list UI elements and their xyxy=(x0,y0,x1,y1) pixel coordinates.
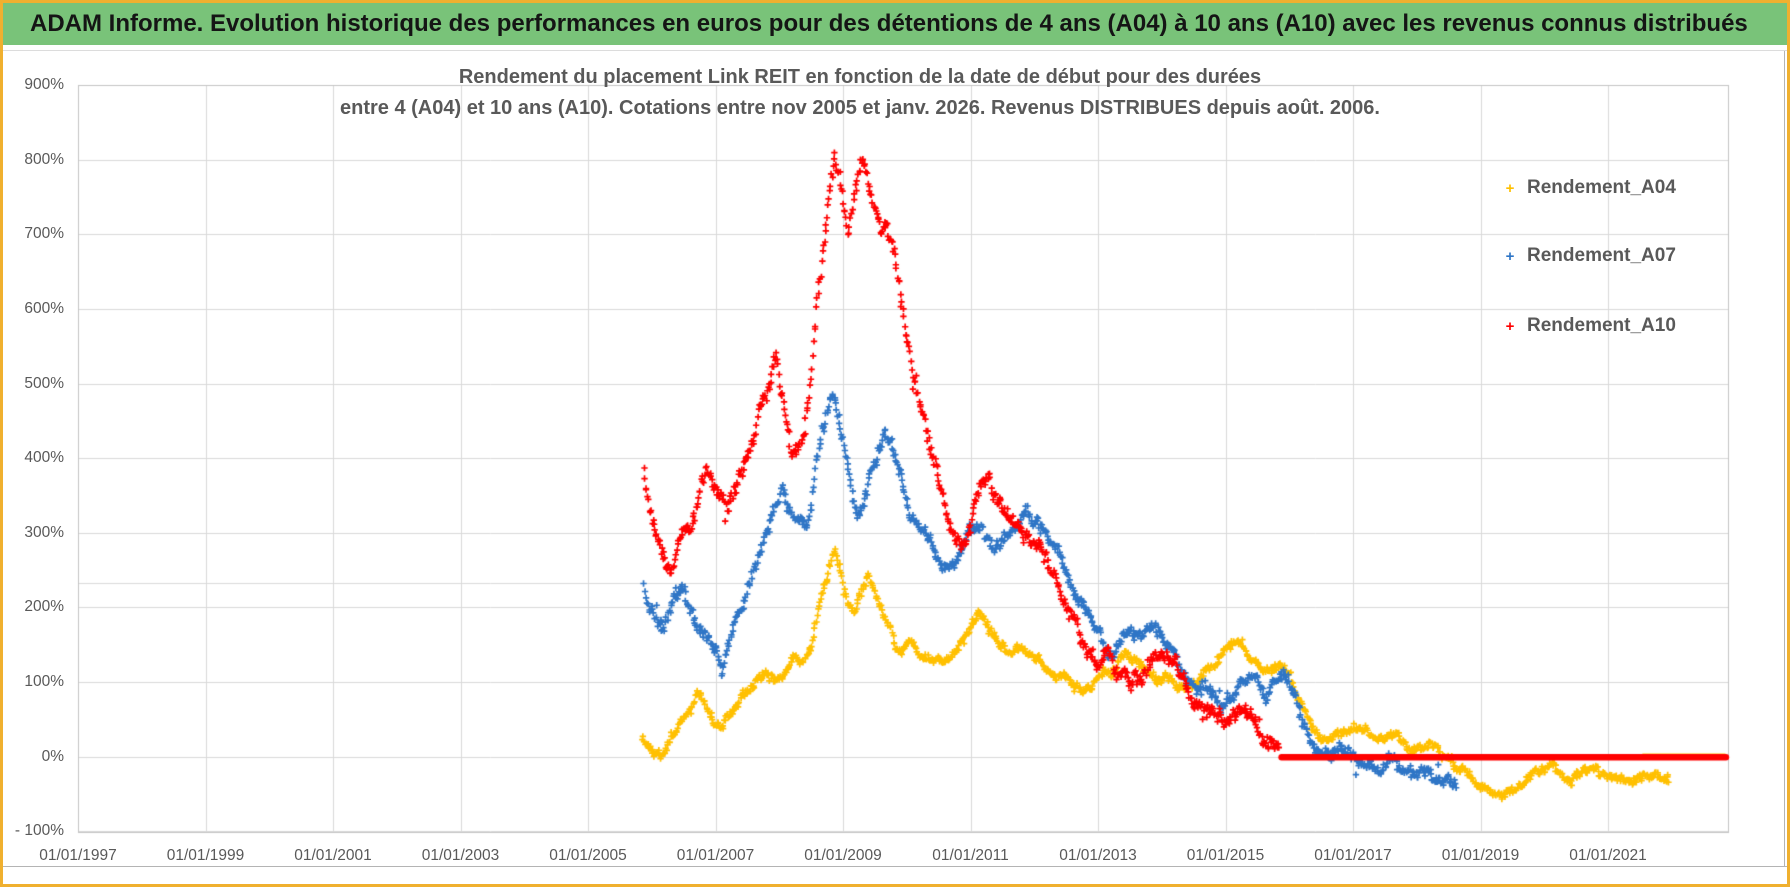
x-tick-label: 01/01/2013 xyxy=(1059,847,1137,864)
x-tick-label: 01/01/2021 xyxy=(1569,847,1647,864)
x-tick-label: 01/01/1997 xyxy=(39,847,117,864)
x-tick-label: 01/01/2017 xyxy=(1314,847,1392,864)
header-title: ADAM Informe. Evolution historique des p… xyxy=(30,10,1748,37)
plus-marker-icon: + xyxy=(1505,247,1515,265)
legend-label: Rendement_A10 xyxy=(1527,315,1676,336)
header-bar: ADAM Informe. Evolution historique des p… xyxy=(3,3,1787,45)
y-tick-label: 400% xyxy=(24,449,64,467)
x-tick-label: 01/01/2003 xyxy=(421,847,500,864)
x-tick-label: 01/01/2001 xyxy=(294,847,372,864)
x-tick-label: 01/01/2005 xyxy=(549,847,627,864)
chart-title: Rendement du placement Link REIT en fonc… xyxy=(180,62,1540,124)
y-tick-label: 0% xyxy=(41,747,64,765)
x-tick-label: 01/01/2019 xyxy=(1441,847,1520,864)
chart-title-line2: entre 4 (A04) et 10 ans (A10). Cotations… xyxy=(340,97,1380,119)
y-tick-label: 200% xyxy=(24,598,64,616)
legend-item-rendement-a04[interactable]: + Rendement_A04 xyxy=(1502,177,1676,199)
y-tick-label: 300% xyxy=(24,523,64,541)
chart-frame-right-border xyxy=(1784,51,1785,867)
legend-label: Rendement_A07 xyxy=(1527,245,1676,266)
y-tick-label: - 100% xyxy=(14,822,64,840)
chart-frame-left-border xyxy=(2,45,3,869)
x-tick-label: 01/01/2015 xyxy=(1186,847,1265,864)
chart-frame-bottom-border xyxy=(3,866,1787,867)
chart-title-line1: Rendement du placement Link REIT en fonc… xyxy=(458,66,1262,88)
x-tick-label: 01/01/2009 xyxy=(804,847,882,864)
x-tick-label: 01/01/2007 xyxy=(676,847,755,864)
x-tick-label: 01/01/2011 xyxy=(932,847,1009,864)
x-tick-label: 01/01/1999 xyxy=(166,847,245,864)
legend-item-rendement-a07[interactable]: + Rendement_A07 xyxy=(1502,245,1676,267)
legend-item-rendement-a10[interactable]: + Rendement_A10 xyxy=(1502,315,1676,337)
y-tick-label: 600% xyxy=(24,300,64,317)
legend-label: Rendement_A04 xyxy=(1527,177,1676,198)
plus-marker-icon: + xyxy=(1505,317,1515,335)
plus-marker-icon: + xyxy=(1505,179,1515,197)
header-divider xyxy=(3,50,1787,51)
y-tick-label: 700% xyxy=(24,225,64,243)
y-tick-label: 100% xyxy=(24,673,64,690)
y-tick-label: 500% xyxy=(24,374,64,392)
y-tick-label: 800% xyxy=(24,150,64,168)
y-tick-label: 900% xyxy=(24,76,64,94)
